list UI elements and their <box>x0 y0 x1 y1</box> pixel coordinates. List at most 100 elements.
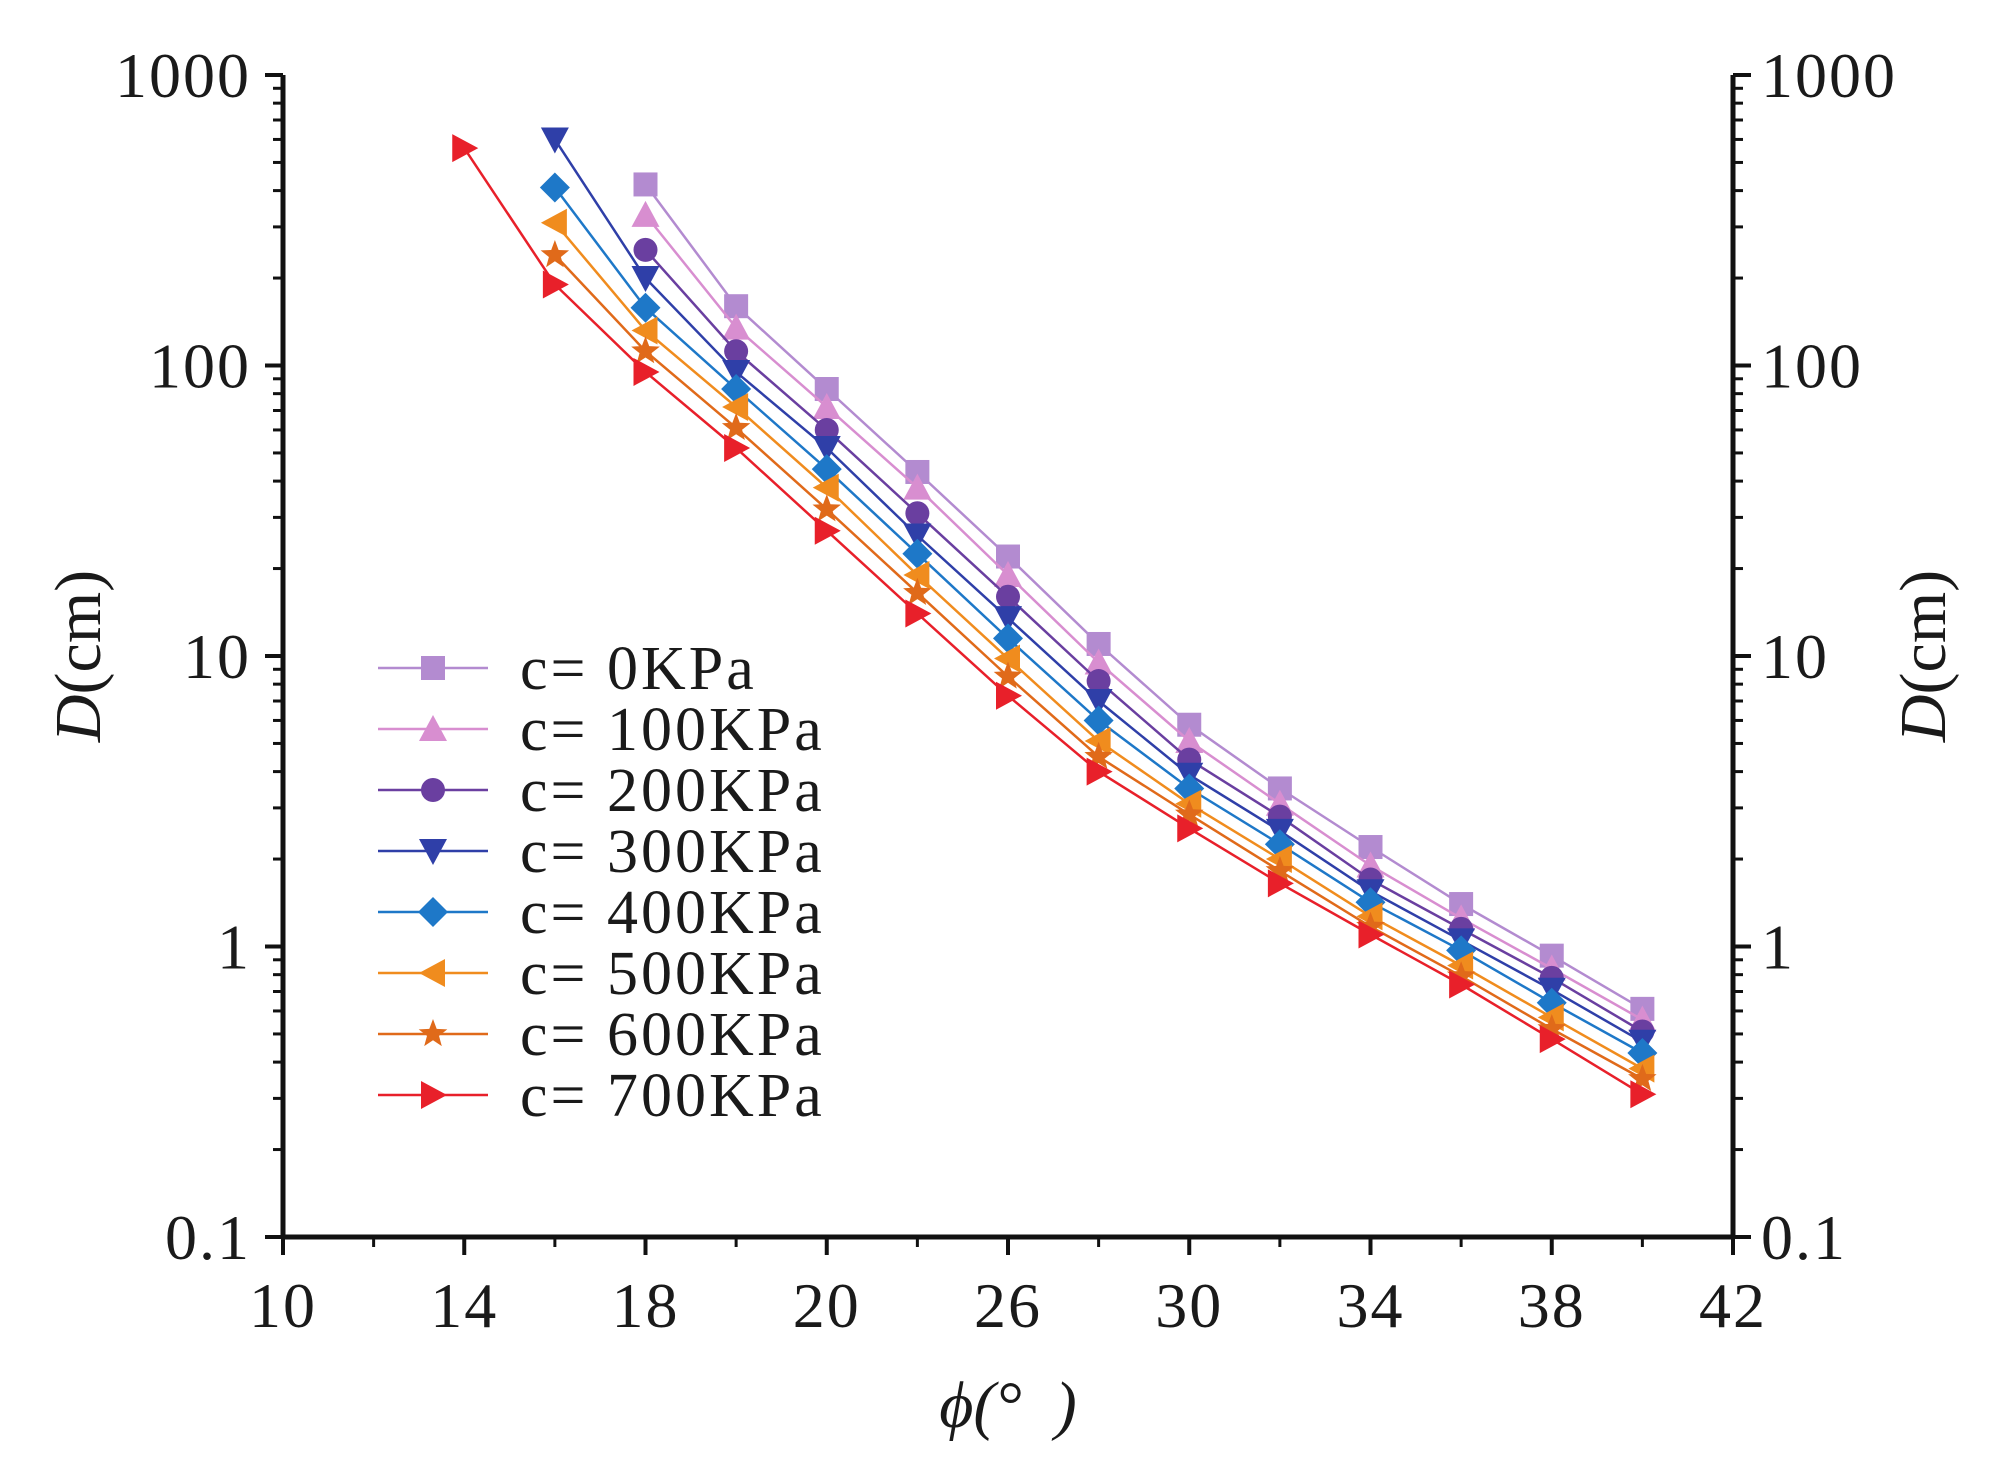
legend-item: c= 100KPa <box>378 696 825 764</box>
legend-item: c= 400KPa <box>378 879 822 947</box>
data-point <box>1084 741 1113 769</box>
data-point <box>724 339 749 364</box>
data-point <box>631 266 660 293</box>
data-point <box>812 392 841 419</box>
data-point <box>814 417 839 442</box>
legend-item: c= 500KPa <box>378 940 825 1008</box>
data-point <box>631 336 660 364</box>
data-point <box>1175 726 1204 753</box>
data-point <box>540 240 570 268</box>
data-point <box>993 623 1023 654</box>
x-tick-label: 10 <box>249 1270 317 1341</box>
data-point <box>633 172 658 197</box>
data-point <box>902 538 933 569</box>
data-point <box>905 501 930 526</box>
data-point <box>631 200 660 227</box>
data-point <box>903 473 932 500</box>
y-axis-title-right: D(cm) <box>1887 570 1960 743</box>
x-tick-label: 42 <box>1699 1270 1767 1341</box>
data-point <box>996 681 1022 710</box>
x-tick-label: 34 <box>1337 1270 1405 1341</box>
legend-label: c= 200KPa <box>520 757 825 825</box>
x-tick-label: 26 <box>974 1270 1042 1341</box>
data-point <box>1086 757 1113 786</box>
legend-item: c= 700KPa <box>378 1062 825 1130</box>
data-point <box>812 436 841 463</box>
y-tick-label-right: 100 <box>1761 331 1863 402</box>
data-point <box>724 434 751 463</box>
legend-label: c= 600KPa <box>520 1001 825 1069</box>
data-point <box>722 313 751 340</box>
legend-marker <box>418 1019 448 1047</box>
y-axis-title-left: D(cm) <box>42 570 115 743</box>
y-tick-label-right: 1000 <box>1761 40 1897 111</box>
data-point <box>1539 1025 1566 1054</box>
data-point <box>540 208 567 237</box>
axis-ticks <box>265 73 1751 1255</box>
data-point <box>633 237 658 262</box>
y-axis-title-left-unit: (cm) <box>42 570 115 695</box>
data-point <box>722 359 751 386</box>
x-tick-label: 20 <box>793 1270 861 1341</box>
data-point <box>814 516 841 545</box>
y-tick-label-right: 10 <box>1761 621 1829 692</box>
data-point <box>1084 648 1113 675</box>
series-line <box>644 214 1644 1021</box>
data-point <box>1449 970 1476 999</box>
y-tick-label-right: 0.1 <box>1761 1202 1847 1273</box>
legend-item: c= 200KPa <box>378 757 825 825</box>
data-point <box>452 134 479 163</box>
legend-marker <box>421 656 445 680</box>
y-tick-label-left: 0.1 <box>165 1202 251 1273</box>
data-point <box>903 561 930 590</box>
data-point <box>1628 1063 1657 1092</box>
legend-item: c= 0KPa <box>378 635 754 703</box>
data-point <box>630 292 661 323</box>
x-tick-label: 18 <box>612 1270 680 1341</box>
x-tick-label: 14 <box>430 1270 498 1341</box>
data-point <box>996 584 1020 609</box>
legend-label: c= 500KPa <box>520 940 825 1008</box>
y-tick-label-left: 10 <box>183 621 251 692</box>
data-point <box>903 577 932 605</box>
y-tick-label-left: 100 <box>149 331 251 402</box>
x-tick-label: 38 <box>1518 1270 1586 1341</box>
y-axis-title-left-italic: D <box>42 694 115 743</box>
data-point <box>1175 799 1204 827</box>
data-point <box>1537 1014 1566 1042</box>
y-tick-label-left: 1000 <box>115 40 251 111</box>
data-point <box>1356 911 1385 939</box>
series-line <box>463 147 1644 1096</box>
data-point <box>540 127 569 154</box>
legend-marker <box>419 959 445 987</box>
y-tick-label-right: 1 <box>1761 912 1795 983</box>
x-tick-label: 30 <box>1155 1270 1223 1341</box>
data-point <box>994 644 1020 673</box>
series-layer <box>452 127 1658 1109</box>
data-point <box>994 561 1022 588</box>
data-point <box>1086 669 1111 694</box>
series-line <box>644 183 1644 1010</box>
data-point <box>812 473 839 502</box>
x-axis-title: ϕ(° ) <box>939 1369 1077 1442</box>
data-point <box>722 392 749 421</box>
data-point <box>1446 961 1476 989</box>
data-point <box>1265 855 1295 884</box>
y-tick-label-left: 1 <box>217 912 251 983</box>
data-point <box>1083 705 1114 736</box>
series-0 <box>633 172 1655 1021</box>
y-axis-title-right-unit: (cm) <box>1887 570 1960 695</box>
legend-marker <box>419 839 447 865</box>
axis-labels: 0.1 0.1 1 1 10 10 100 100 1000 1000 10 14 18 20 26 30 34… <box>42 40 1960 1442</box>
series-6 <box>540 240 1657 1092</box>
legend-label: c= 100KPa <box>520 696 825 764</box>
data-point <box>994 606 1022 633</box>
y-axis-title-right-italic: D <box>1887 694 1960 743</box>
data-point <box>542 270 569 299</box>
legend-label: c= 700KPa <box>520 1062 825 1130</box>
data-point <box>1267 869 1294 898</box>
legend-item: c= 600KPa <box>378 1001 825 1069</box>
legend-label: c= 300KPa <box>520 818 825 886</box>
